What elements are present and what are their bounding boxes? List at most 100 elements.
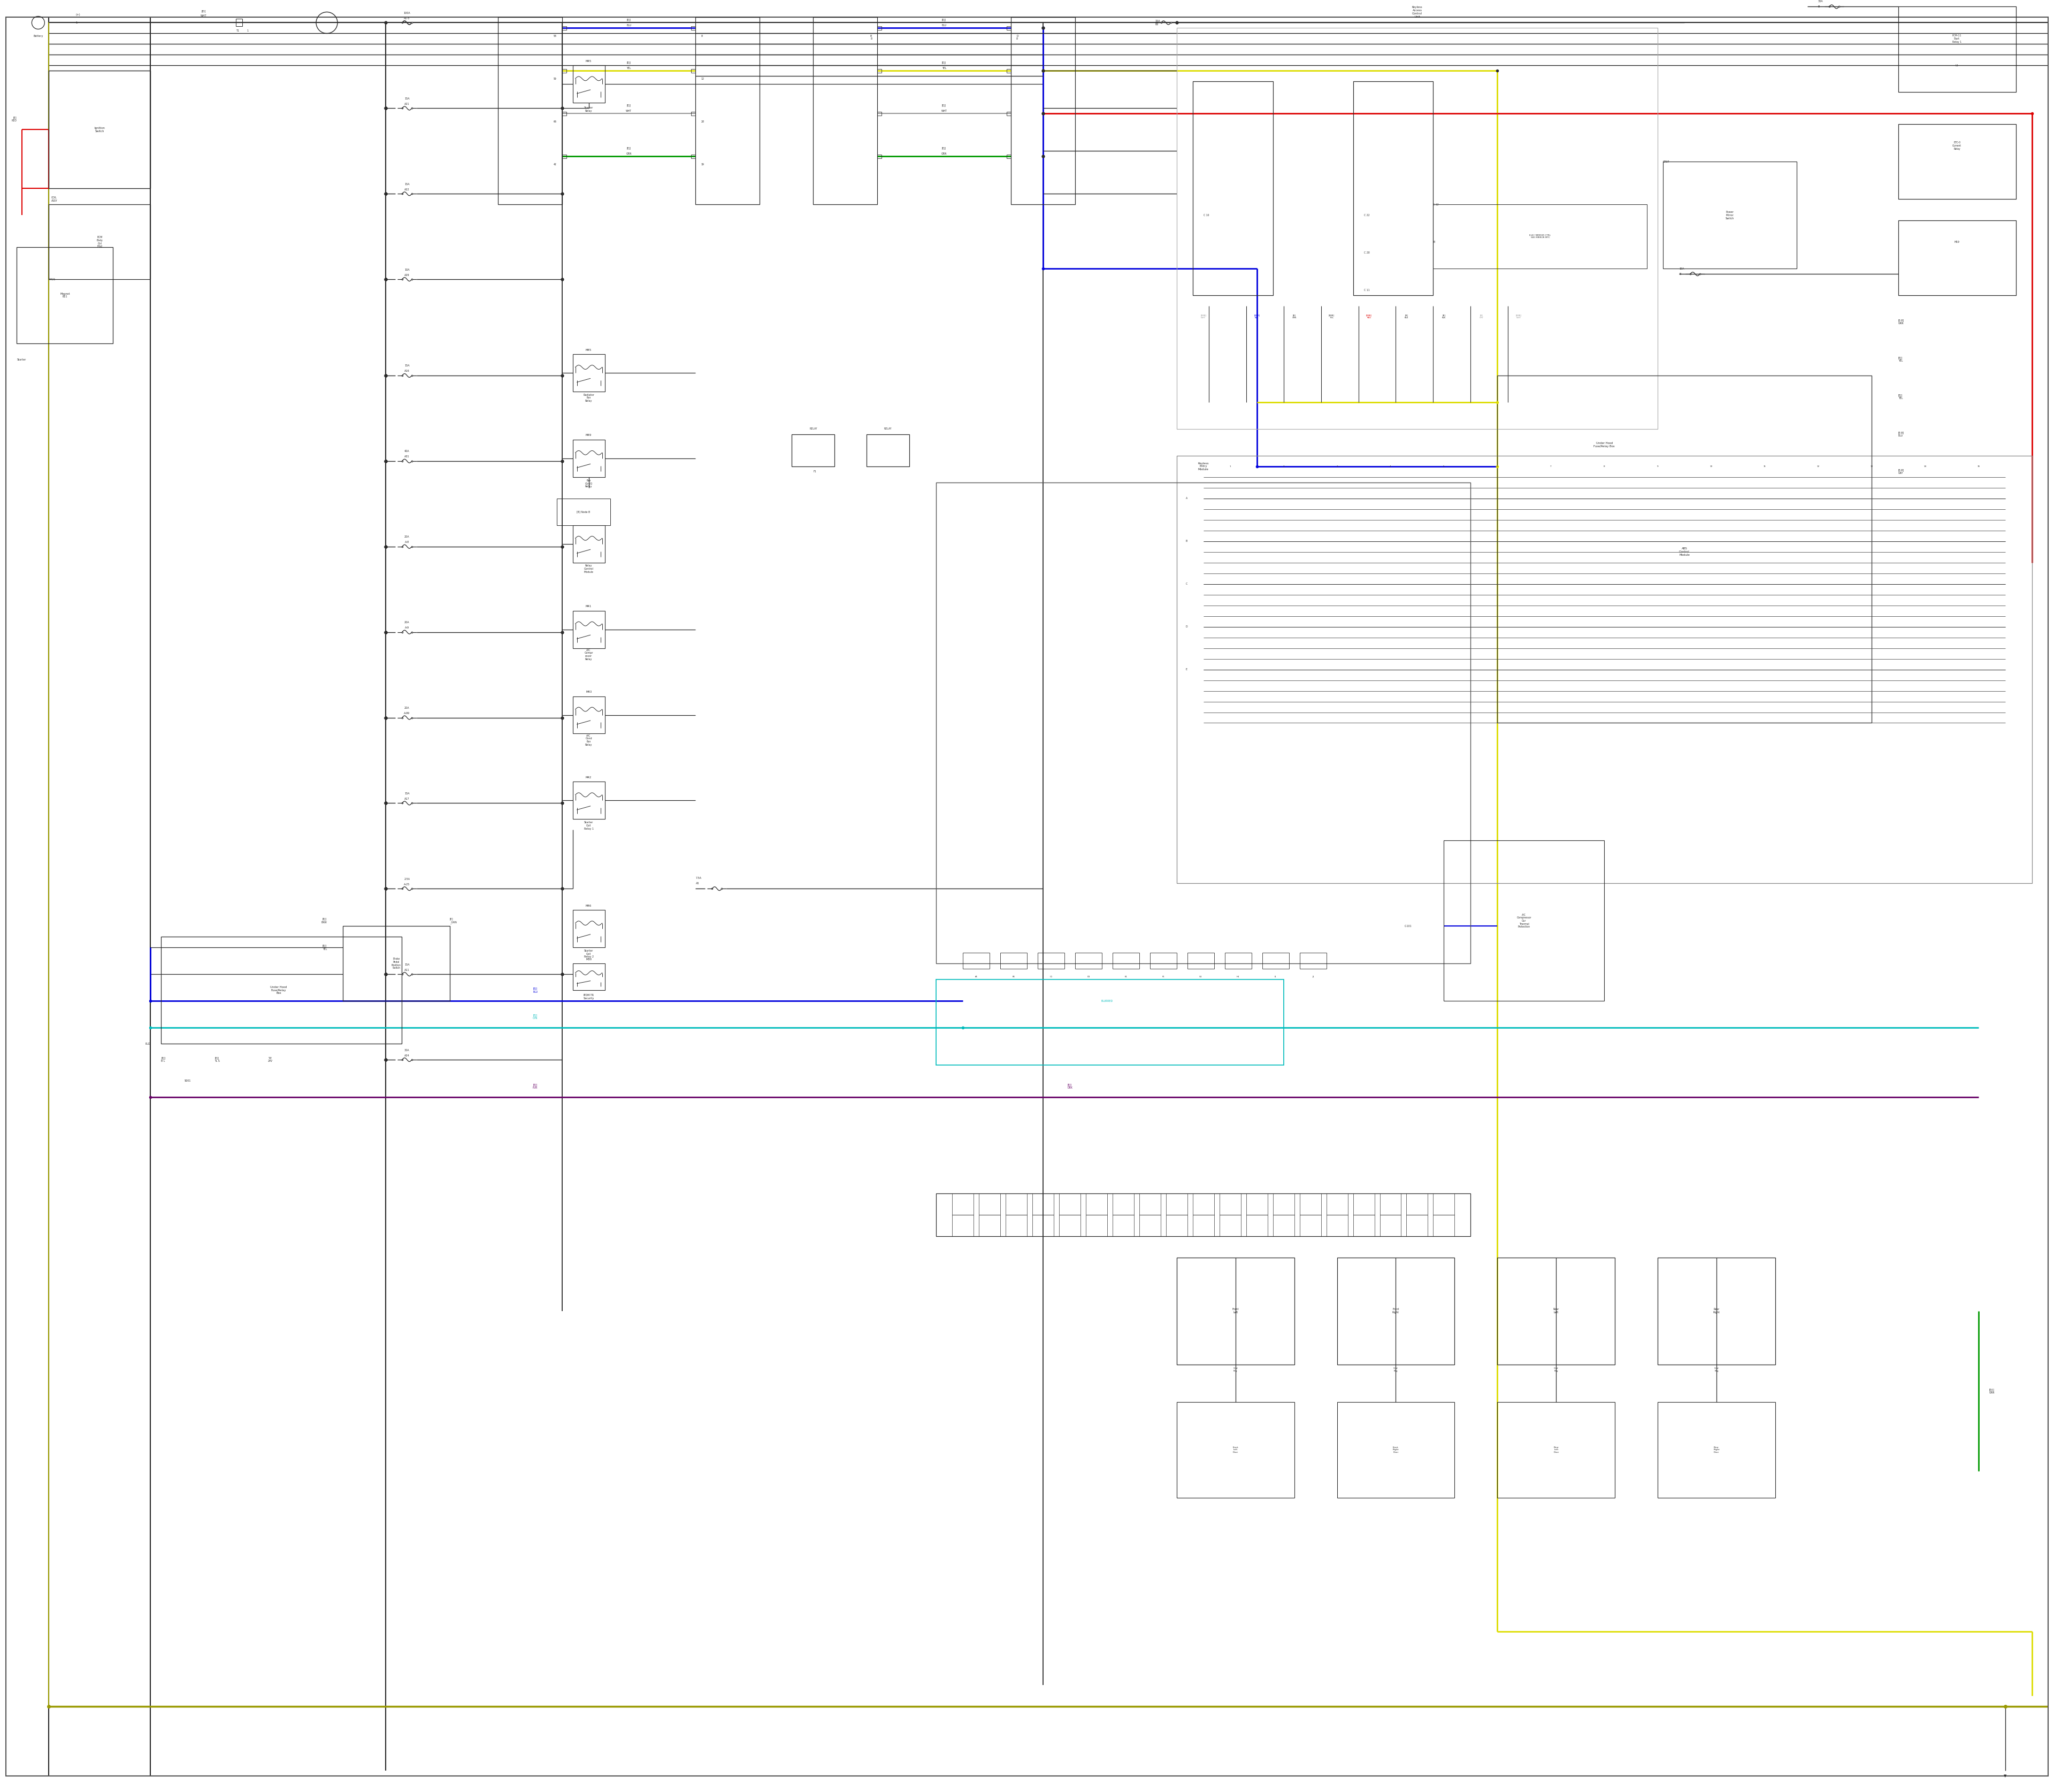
Text: A1: A1 xyxy=(976,977,978,978)
Bar xyxy=(813,18,877,204)
Bar xyxy=(953,1193,974,1215)
Bar xyxy=(1140,1215,1161,1236)
Text: RELAY: RELAY xyxy=(809,428,817,430)
Bar xyxy=(1380,1193,1401,1215)
Bar xyxy=(573,697,604,733)
Bar xyxy=(573,525,604,563)
Text: [EJ]: [EJ] xyxy=(943,18,947,22)
Text: 15A
B2: 15A B2 xyxy=(1154,20,1161,25)
Text: [B] Node B: [B] Node B xyxy=(577,511,589,513)
Text: 28: 28 xyxy=(700,120,705,124)
Bar xyxy=(573,439,604,477)
Text: M49: M49 xyxy=(585,434,592,437)
Text: GRN: GRN xyxy=(941,152,947,156)
Text: ABS
Control
Module: ABS Control Module xyxy=(1678,548,1690,556)
Bar xyxy=(1497,1401,1614,1498)
Text: [EJ]: [EJ] xyxy=(943,61,947,65)
Bar xyxy=(1261,953,1290,969)
Bar xyxy=(1434,1215,1454,1236)
Text: 20A: 20A xyxy=(405,622,409,624)
Bar xyxy=(49,72,150,188)
Bar xyxy=(49,204,150,280)
Text: A11: A11 xyxy=(405,968,409,971)
Bar xyxy=(563,68,567,73)
Text: Starter: Starter xyxy=(16,358,27,360)
Text: 66: 66 xyxy=(553,120,557,124)
Bar xyxy=(563,111,567,115)
Bar xyxy=(573,964,604,991)
Text: Radiator
Fan
Relay: Radiator Fan Relay xyxy=(583,394,594,403)
Text: M41: M41 xyxy=(585,606,592,607)
Text: C 11: C 11 xyxy=(1364,289,1370,292)
Text: 15A: 15A xyxy=(405,183,409,186)
Bar xyxy=(1011,18,1074,204)
Text: 11: 11 xyxy=(1762,466,1766,468)
Text: BLU: BLU xyxy=(626,23,631,27)
Text: Rear
Right: Rear Right xyxy=(1713,1308,1719,1314)
Text: A-8: A-8 xyxy=(405,541,409,543)
Bar xyxy=(692,27,696,30)
Bar xyxy=(867,434,910,466)
Text: [EJ]
YL S: [EJ] YL S xyxy=(214,1057,220,1063)
Text: [E-B]
GRY: [E-B] GRY xyxy=(1898,470,1904,475)
Bar xyxy=(793,434,834,466)
Bar xyxy=(236,20,242,27)
Bar xyxy=(1407,1215,1428,1236)
Bar xyxy=(980,1193,1000,1215)
Bar xyxy=(1037,953,1064,969)
Text: C 28: C 28 xyxy=(1364,251,1370,254)
Bar xyxy=(1074,953,1101,969)
Text: WHT: WHT xyxy=(626,109,633,113)
Text: BLU: BLU xyxy=(941,23,947,27)
Text: Front
Left: Front Left xyxy=(1232,1308,1239,1314)
Text: A21: A21 xyxy=(405,102,409,106)
Text: [EJ]
DRK: [EJ] DRK xyxy=(1068,1084,1072,1090)
Text: PCM-11
Start
Relay 1: PCM-11 Start Relay 1 xyxy=(1953,34,1962,43)
Text: [EBB]
WHT: [EBB] WHT xyxy=(1200,314,1206,319)
Text: [B]
CRN: [B] CRN xyxy=(1292,314,1296,319)
Bar xyxy=(1140,1193,1161,1215)
Bar xyxy=(1177,1258,1294,1364)
Text: A/C
Compressor
Our
Thermal
Protection: A/C Compressor Our Thermal Protection xyxy=(1516,914,1532,928)
Bar xyxy=(877,27,881,30)
Bar xyxy=(1354,1215,1374,1236)
Text: A24: A24 xyxy=(405,1054,409,1057)
Bar xyxy=(1033,1215,1054,1236)
Text: 100A: 100A xyxy=(403,13,411,14)
Text: [E-B]
GRN: [E-B] GRN xyxy=(1898,319,1904,324)
Bar xyxy=(877,111,881,115)
Text: 19A: 19A xyxy=(1678,267,1684,271)
Bar xyxy=(1898,124,2015,199)
Text: Power
Mirror
Switch: Power Mirror Switch xyxy=(1725,211,1734,220)
Text: F1: F1 xyxy=(1163,977,1165,978)
Bar xyxy=(1327,1193,1347,1215)
Bar xyxy=(1273,1215,1294,1236)
Text: H421: H421 xyxy=(49,278,55,281)
Text: [EJ]
B L: [EJ] B L xyxy=(160,1057,166,1063)
Text: RELAY: RELAY xyxy=(883,428,891,430)
Bar xyxy=(877,154,881,158)
Text: BCM
Body
Ctrl
Mod: BCM Body Ctrl Mod xyxy=(97,237,103,247)
Text: 58: 58 xyxy=(553,34,557,38)
Text: Front
Right
Door: Front Right Door xyxy=(1393,1446,1399,1453)
Text: 59: 59 xyxy=(555,77,557,81)
Text: 30A: 30A xyxy=(1818,0,1824,2)
Bar xyxy=(573,611,604,649)
Bar xyxy=(1006,111,1011,115)
Text: 2.5A: 2.5A xyxy=(405,878,411,880)
Text: [EJ]: [EJ] xyxy=(626,147,631,151)
Text: ELD: ELD xyxy=(146,1043,150,1045)
Bar xyxy=(937,1193,1471,1236)
Text: [EBB]
RED: [EBB] RED xyxy=(1366,314,1372,319)
Text: M45: M45 xyxy=(585,59,592,63)
Bar xyxy=(1247,1215,1267,1236)
Text: A1-5: A1-5 xyxy=(405,18,411,20)
Bar xyxy=(1337,1258,1454,1364)
Text: M30: M30 xyxy=(585,959,592,961)
Text: Starter
Relay: Starter Relay xyxy=(583,106,594,113)
Bar xyxy=(1060,1215,1080,1236)
Bar xyxy=(1006,68,1011,73)
Text: 30A: 30A xyxy=(405,1048,409,1052)
Bar xyxy=(573,66,604,102)
Text: [EJ]
CYN: [EJ] CYN xyxy=(532,1014,538,1020)
